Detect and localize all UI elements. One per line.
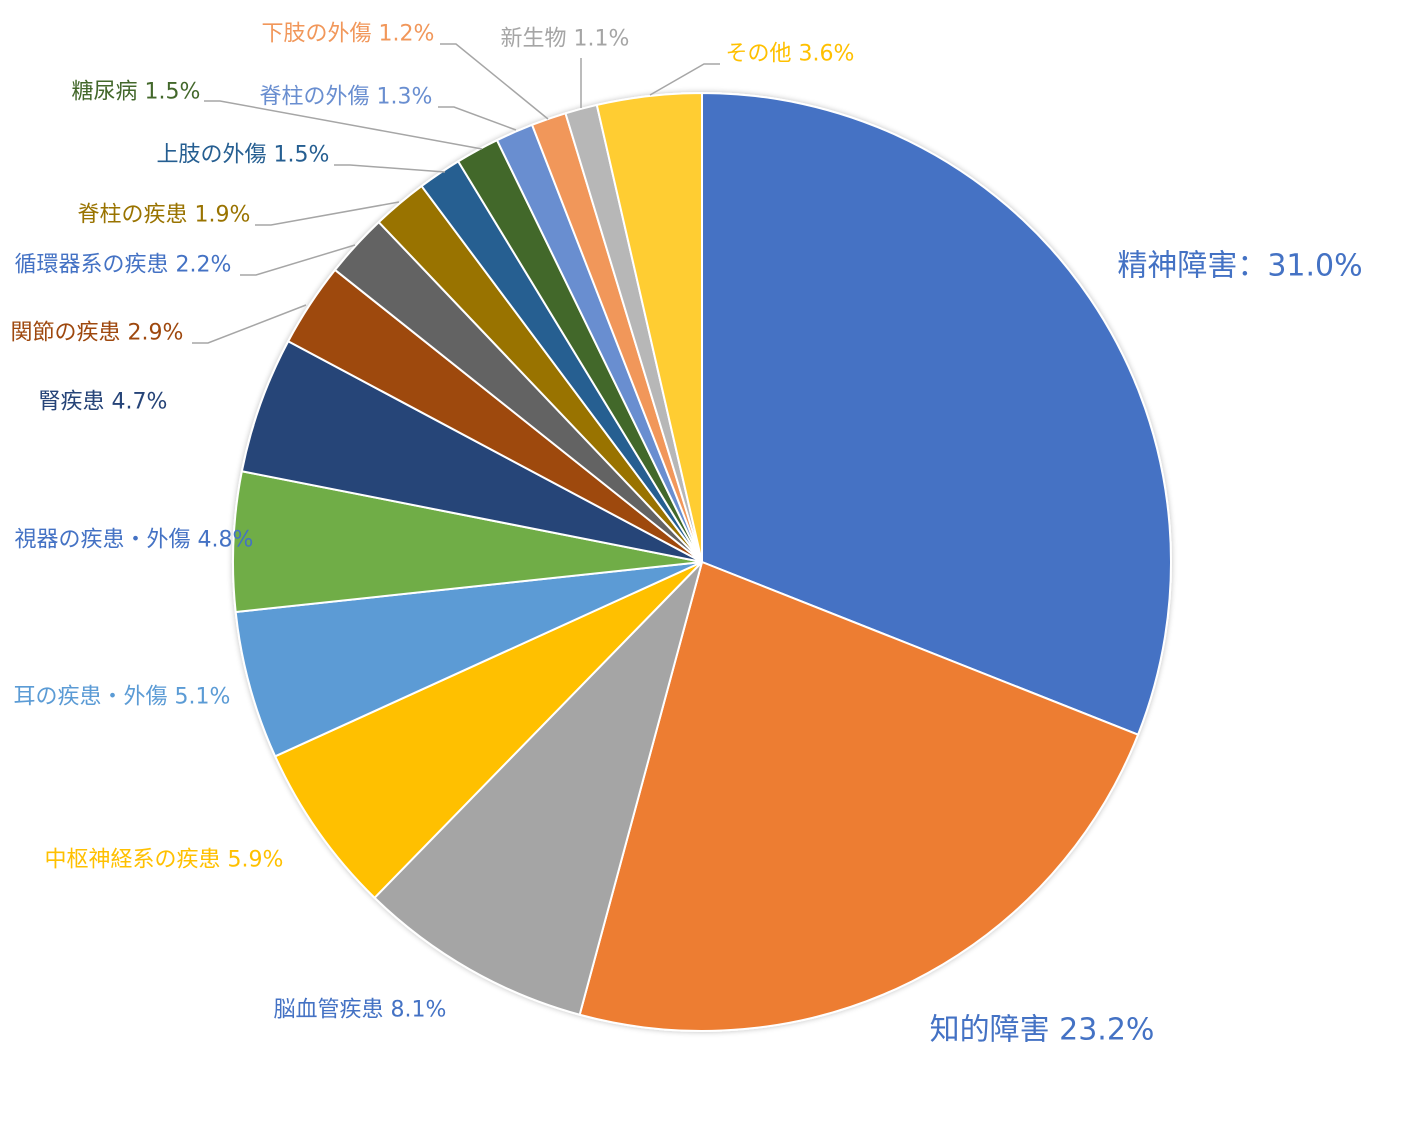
- pie-slice: [595, 92, 703, 563]
- leader-line: [192, 304, 307, 344]
- slice-data-label: 上肢の外傷 1.5%: [157, 143, 330, 168]
- pie-slice: [701, 92, 1172, 736]
- slice-data-label: 腎疾患 4.7%: [39, 390, 168, 415]
- leader-line: [334, 164, 446, 173]
- leader-lines: [192, 43, 720, 344]
- slice-data-label: 脊柱の疾患 1.9%: [78, 203, 251, 228]
- leader-line: [649, 63, 720, 96]
- pie-slice: [578, 561, 1140, 1032]
- slice-data-label: 下肢の外傷 1.2%: [262, 22, 435, 47]
- data-labels: 精神障害：31.0% 知的障害 23.2% 脳血管疾患 8.1% 中枢神経系の疾患 5…: [11, 22, 1363, 1048]
- slice-data-label: 新生物 1.1%: [501, 27, 630, 52]
- slice-data-label: 関節の疾患 2.9%: [11, 321, 184, 346]
- slice-data-label: その他 3.6%: [726, 42, 855, 67]
- leader-line: [255, 201, 400, 226]
- pie-slice: [373, 561, 703, 1016]
- slice-data-label: 中枢神経系の疾患 5.9%: [45, 848, 284, 873]
- slice-data-label: 脳血管疾患 8.1%: [274, 998, 447, 1023]
- leader-line: [438, 106, 517, 131]
- leader-line: [240, 244, 356, 276]
- slice-data-label: 循環器系の疾患 2.2%: [15, 253, 232, 278]
- pie-slice: [274, 561, 703, 899]
- slice-data-label: 知的障害 23.2%: [930, 1013, 1155, 1048]
- slice-data-label: 糖尿病 1.5%: [72, 80, 201, 105]
- pie-slices: [232, 92, 1172, 1032]
- pie-slice: [234, 561, 703, 758]
- slice-data-label: 耳の疾患・外傷 5.1%: [14, 685, 231, 710]
- leader-line: [204, 100, 483, 150]
- slice-data-label: 脊柱の外傷 1.3%: [260, 85, 433, 110]
- leader-line: [440, 43, 549, 120]
- slice-data-label: 精神障害：31.0%: [1117, 249, 1362, 284]
- slice-data-label: 視器の疾患・外傷 4.8%: [15, 528, 254, 553]
